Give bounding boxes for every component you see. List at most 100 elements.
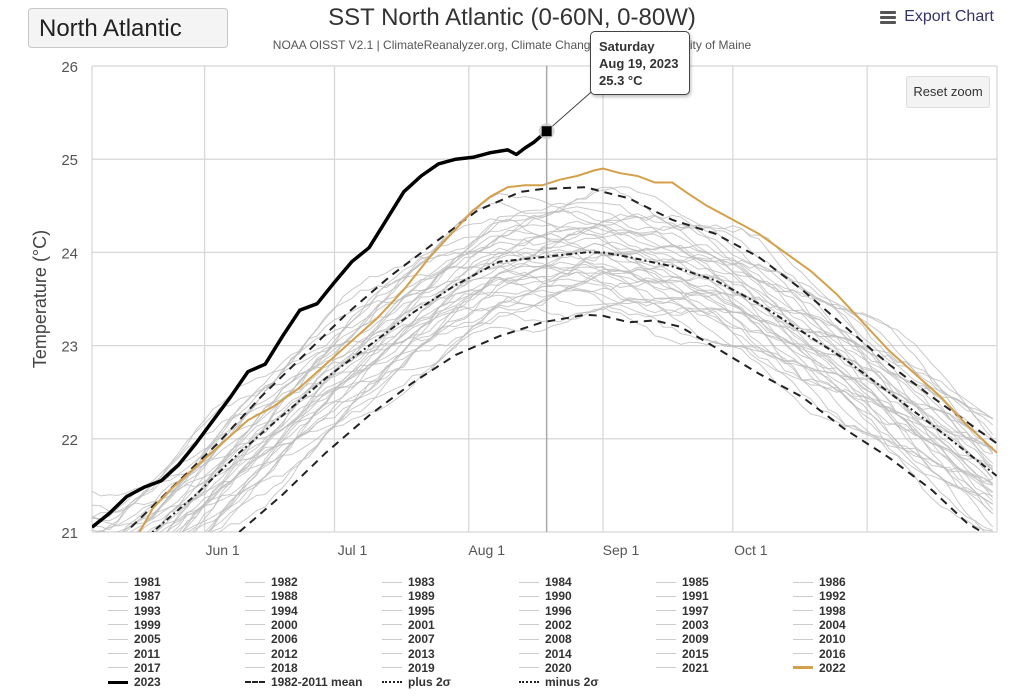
region-selector[interactable]: North Atlantic bbox=[28, 8, 228, 48]
year-line bbox=[181, 269, 993, 532]
hamburger-menu-icon bbox=[880, 10, 897, 24]
legend-label: 1983 bbox=[408, 575, 435, 589]
legend-item[interactable]: 2003 bbox=[656, 618, 709, 632]
legend-item[interactable]: 2000 bbox=[245, 618, 298, 632]
legend-item[interactable]: 2007 bbox=[382, 632, 435, 646]
legend-item[interactable]: 1987 bbox=[108, 589, 161, 603]
legend-symbol-icon bbox=[519, 681, 539, 684]
legend-item[interactable]: 1988 bbox=[245, 589, 298, 603]
legend-item[interactable]: 2004 bbox=[793, 618, 846, 632]
year-line bbox=[92, 186, 993, 512]
legend-item[interactable]: 1986 bbox=[793, 575, 846, 589]
legend-label: 1981 bbox=[134, 575, 161, 589]
legend-symbol-icon bbox=[245, 624, 265, 626]
legend-label: 1995 bbox=[408, 603, 435, 618]
legend-item[interactable]: 2023 bbox=[108, 675, 161, 689]
legend-symbol-icon bbox=[656, 667, 676, 669]
year-line bbox=[125, 228, 994, 532]
legend-item[interactable]: 2019 bbox=[382, 661, 435, 675]
legend-item[interactable]: 2009 bbox=[656, 632, 709, 646]
legend-label: 2001 bbox=[408, 617, 435, 632]
legend-item[interactable]: minus 2σ bbox=[519, 675, 599, 689]
legend-symbol-icon bbox=[382, 681, 402, 684]
legend-item[interactable]: 2010 bbox=[793, 632, 846, 646]
y-tick-label: 21 bbox=[61, 525, 78, 542]
legend-item[interactable]: 1981 bbox=[108, 575, 161, 589]
legend-item[interactable]: 2015 bbox=[656, 647, 709, 661]
legend-label: 2008 bbox=[545, 632, 572, 647]
legend-label: 1986 bbox=[819, 575, 846, 589]
legend-item[interactable]: 2021 bbox=[656, 661, 709, 675]
year-line bbox=[92, 205, 994, 520]
legend-item[interactable]: 1990 bbox=[519, 589, 572, 603]
legend-symbol-icon bbox=[656, 653, 676, 654]
legend-item[interactable]: 2011 bbox=[108, 647, 160, 661]
x-tick-label: Oct 1 bbox=[734, 542, 768, 558]
legend-symbol-icon bbox=[108, 610, 128, 612]
legend-label: 1984 bbox=[545, 575, 572, 589]
legend-label: 2017 bbox=[134, 660, 161, 675]
legend-label: 2014 bbox=[545, 646, 572, 661]
legend-item[interactable]: 2014 bbox=[519, 647, 572, 661]
legend-item[interactable]: 1982-2011 mean bbox=[245, 675, 362, 689]
chart-title: SST North Atlantic (0-60N, 0-80W) bbox=[328, 4, 696, 31]
tooltip: Saturday Aug 19, 2023 25.3 °C bbox=[590, 31, 690, 95]
legend-item[interactable]: plus 2σ bbox=[382, 675, 451, 689]
y-tick-label: 22 bbox=[61, 432, 78, 449]
legend-label: 1985 bbox=[682, 575, 709, 589]
legend-item[interactable]: 1999 bbox=[108, 618, 161, 632]
legend-item[interactable]: 1985 bbox=[656, 575, 709, 589]
historical-years-lines bbox=[92, 186, 994, 532]
legend-item[interactable]: 1983 bbox=[382, 575, 435, 589]
legend-item[interactable]: 1994 bbox=[245, 604, 298, 618]
legend-symbol-icon bbox=[245, 581, 265, 583]
x-tick-label: Sep 1 bbox=[603, 542, 640, 558]
legend-symbol-icon bbox=[656, 581, 676, 583]
legend-label: 1990 bbox=[545, 589, 572, 604]
legend-item[interactable]: 2016 bbox=[793, 647, 846, 661]
legend-label: 2006 bbox=[271, 632, 298, 647]
legend-item[interactable]: 2006 bbox=[245, 632, 298, 646]
legend-item[interactable]: 1984 bbox=[519, 575, 572, 589]
legend-item[interactable]: 2013 bbox=[382, 647, 435, 661]
legend-label: 2018 bbox=[271, 660, 298, 675]
legend-item[interactable]: 1993 bbox=[108, 604, 161, 618]
year-line bbox=[155, 249, 993, 532]
legend-label: minus 2σ bbox=[545, 675, 599, 690]
legend-item[interactable]: 2020 bbox=[519, 661, 572, 675]
legend-symbol-icon bbox=[245, 638, 265, 640]
reset-zoom-button[interactable]: Reset zoom bbox=[906, 76, 990, 108]
legend-item[interactable]: 2017 bbox=[108, 661, 161, 675]
legend-item[interactable]: 2018 bbox=[245, 661, 298, 675]
grid bbox=[91, 65, 998, 533]
legend-item[interactable]: 1992 bbox=[793, 589, 846, 603]
legend-item[interactable]: 1997 bbox=[656, 604, 709, 618]
legend-item[interactable]: 2001 bbox=[382, 618, 435, 632]
legend-symbol-icon bbox=[108, 680, 128, 684]
legend-item[interactable]: 1982 bbox=[245, 575, 298, 589]
y-tick-label: 24 bbox=[61, 245, 78, 262]
legend-label: 1988 bbox=[271, 589, 298, 604]
legend-item[interactable]: 1995 bbox=[382, 604, 435, 618]
legend-symbol-icon bbox=[108, 653, 128, 654]
tooltip-overlay bbox=[538, 66, 599, 532]
export-chart-label: Export Chart bbox=[904, 8, 994, 25]
legend-symbol-icon bbox=[793, 653, 813, 654]
data-point-marker bbox=[541, 126, 552, 137]
legend-item[interactable]: 1998 bbox=[793, 604, 846, 618]
export-chart-button[interactable]: Export Chart bbox=[880, 8, 994, 26]
year-line bbox=[217, 306, 993, 532]
y-axis-label: Temperature (°C) bbox=[30, 230, 50, 368]
legend-item[interactable]: 2002 bbox=[519, 618, 572, 632]
legend-item[interactable]: 1989 bbox=[382, 589, 435, 603]
legend-item[interactable]: 1991 bbox=[656, 589, 709, 603]
legend-item[interactable]: 2008 bbox=[519, 632, 572, 646]
legend-item[interactable]: 2012 bbox=[245, 647, 298, 661]
year-line bbox=[99, 210, 994, 532]
legend-symbol-icon bbox=[519, 638, 539, 640]
legend-item[interactable]: 2005 bbox=[108, 632, 161, 646]
legend-item[interactable]: 2022 bbox=[793, 661, 846, 675]
legend-item[interactable]: 1996 bbox=[519, 604, 572, 618]
legend-symbol-icon bbox=[519, 624, 539, 626]
